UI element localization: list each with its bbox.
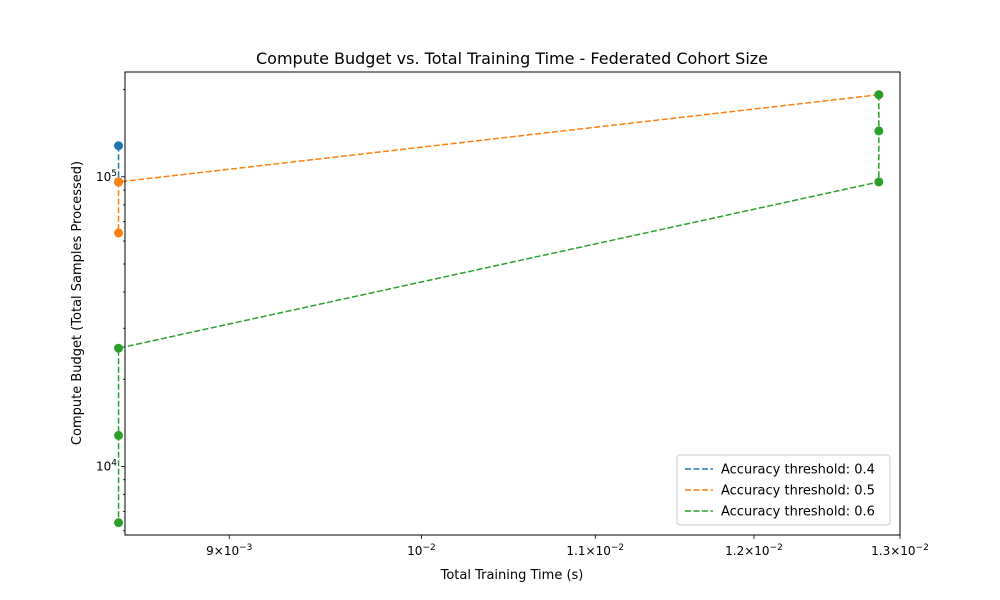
data-point: [114, 228, 124, 238]
series-layer: [114, 90, 884, 528]
x-tick-label: 9×10−3: [206, 543, 252, 558]
y-tick-label: 105: [96, 169, 117, 184]
legend: Accuracy threshold: 0.4 Accuracy threshol…: [676, 454, 891, 526]
data-point: [114, 141, 124, 151]
x-tick-label: 1.1×10−2: [566, 543, 624, 558]
legend-label: Accuracy threshold: 0.6: [721, 505, 875, 520]
series-3: [114, 90, 884, 528]
plot-frame: [124, 71, 901, 536]
x-tick-label: 10−2: [407, 543, 436, 558]
data-point: [114, 430, 124, 440]
x-axis-label: Total Training Time (s): [440, 568, 584, 583]
x-tick-label: 1.2×10−2: [725, 543, 783, 558]
legend-label: Accuracy threshold: 0.4: [721, 463, 875, 478]
data-point: [114, 343, 124, 353]
series-line: [117, 93, 879, 233]
series-2: [114, 90, 884, 238]
data-point: [874, 177, 884, 187]
series-line: [117, 94, 880, 523]
data-point: [114, 518, 124, 528]
legend-label: Accuracy threshold: 0.5: [721, 484, 875, 499]
y-axis-label: Compute Budget (Total Samples Processed): [70, 161, 85, 445]
axes-layer: 9×10−3 10−2 1.1×10−2 1.2×10−2 1.3×10−2 104 105: [96, 71, 929, 558]
legend-box: [676, 454, 891, 526]
y-tick-label: 104: [96, 458, 117, 473]
x-tick-label: 1.3×10−2: [871, 543, 929, 558]
data-point: [114, 177, 124, 187]
data-point: [874, 90, 884, 100]
data-point: [874, 126, 884, 136]
chart-title: Compute Budget vs. Total Training Time -…: [256, 49, 768, 68]
